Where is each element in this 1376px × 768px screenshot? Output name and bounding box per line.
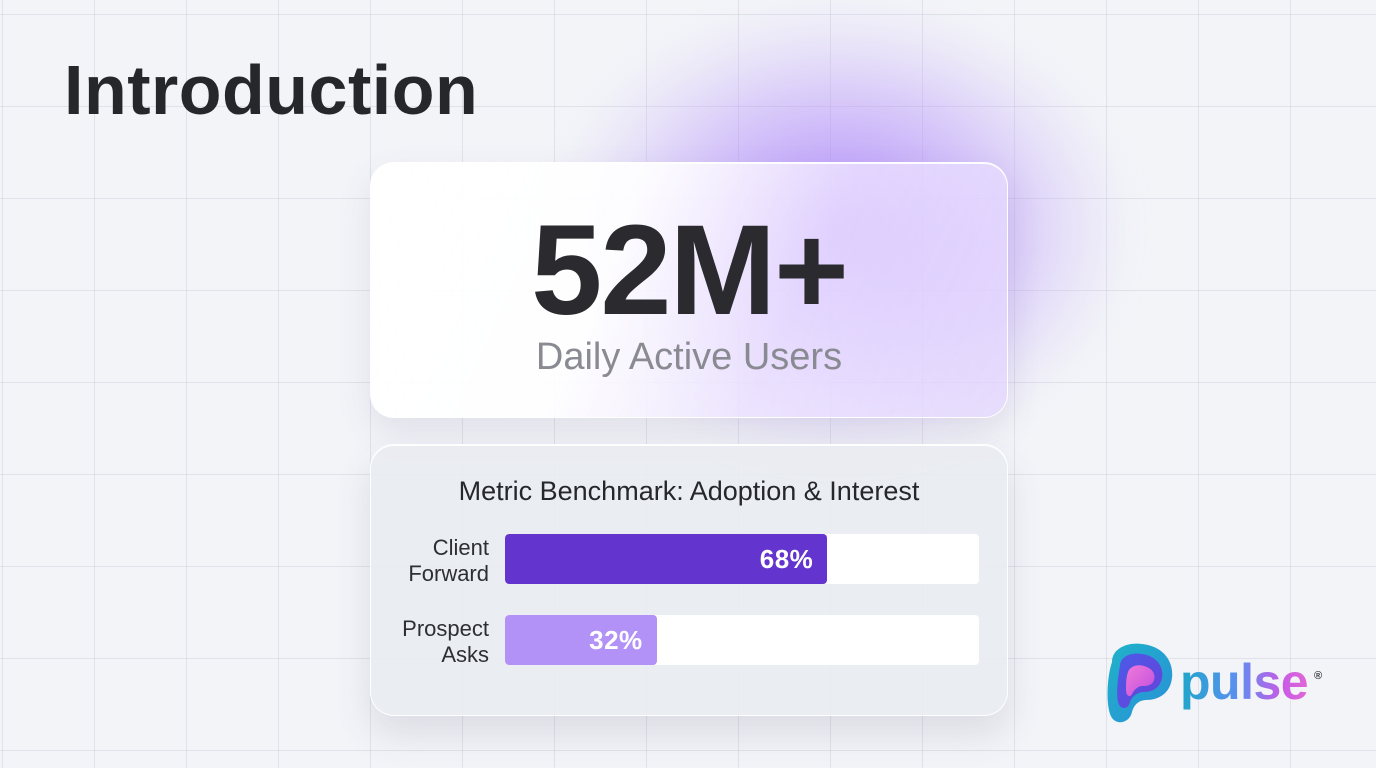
page-title: Introduction [64, 51, 479, 129]
bar-fill-client-forward: 68% [505, 534, 828, 584]
bar-fill-prospect-asks: 32% [505, 615, 657, 665]
bar-label-client-forward: Client Forward [408, 535, 489, 586]
pulse-logo: pulse ® [1104, 640, 1344, 730]
hero-stat-label: Daily Active Users [535, 336, 843, 378]
bar-label-prospect-asks: Prospect Asks [402, 616, 489, 667]
bar-track-client-forward: 68% [505, 534, 979, 584]
pulse-logo-icon [1107, 643, 1173, 723]
bar-track-prospect-asks: 32% [505, 615, 979, 665]
pulse-logo-text: pulse [1180, 654, 1309, 710]
hero-stat-card: 52M+ Daily Active Users [370, 162, 1008, 418]
benchmark-title: Metric Benchmark: Adoption & Interest [458, 476, 920, 506]
registered-mark: ® [1314, 670, 1323, 682]
hero-stat-value: 52M+ [531, 199, 849, 342]
benchmark-card: Metric Benchmark: Adoption & Interest Cl… [370, 444, 1008, 716]
bar-value-client-forward: 68% [759, 544, 814, 574]
bar-value-prospect-asks: 32% [589, 625, 643, 655]
